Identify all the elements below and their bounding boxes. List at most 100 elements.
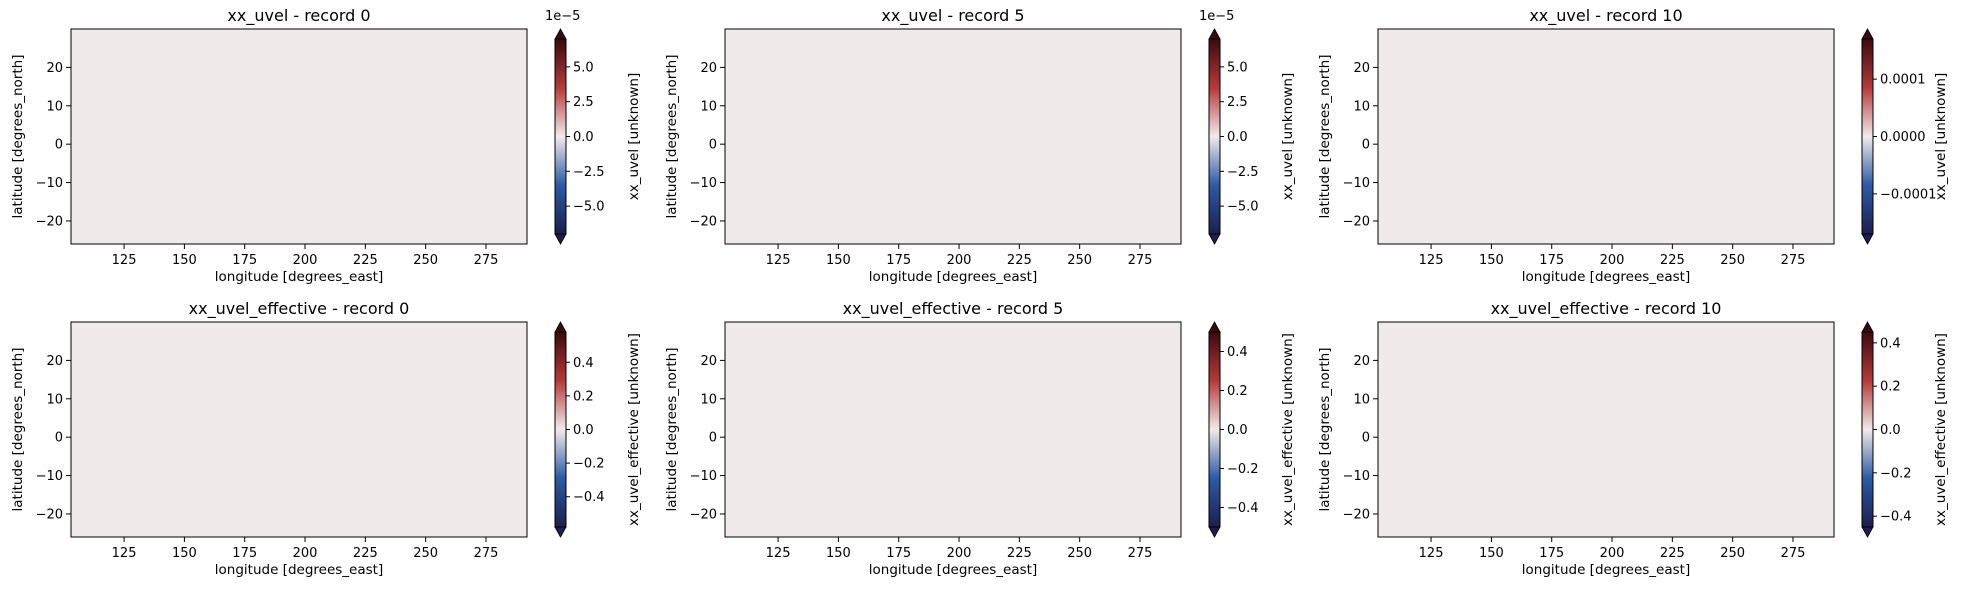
colorbar-tick-label: 0.0 — [573, 130, 594, 145]
colorbar-label: xx_uvel [unknown] — [1933, 73, 1949, 201]
heatmap-field — [71, 322, 527, 537]
x-axis-label: longitude [degrees_east] — [215, 269, 383, 285]
plot-frame — [70, 28, 528, 245]
y-tick-label: 10 — [46, 99, 63, 114]
colorbar-label: xx_uvel_effective [unknown] — [626, 333, 642, 526]
colorbar-label: xx_uvel_effective [unknown] — [1280, 333, 1296, 526]
x-tick-label: 200 — [293, 253, 318, 268]
plot-frame — [724, 321, 1182, 538]
y-tick-label: 20 — [1353, 61, 1370, 76]
x-tick-label: 275 — [1781, 253, 1806, 268]
y-tick-label: −20 — [1343, 507, 1370, 522]
colorbar-gradient — [1862, 39, 1873, 234]
x-tick-label: 200 — [1600, 546, 1625, 561]
y-tick-label: −10 — [1343, 176, 1370, 191]
x-tick-label: 150 — [826, 546, 851, 561]
y-tick-label: 0 — [709, 138, 717, 153]
y-tick-label: −20 — [36, 507, 63, 522]
x-tick-label: 275 — [1128, 253, 1153, 268]
colorbar-extend-max — [554, 28, 567, 40]
colorbar-tick-label: 2.5 — [573, 95, 594, 110]
colorbar-tick-label: 0.4 — [573, 356, 594, 371]
x-tick-label: 200 — [947, 253, 972, 268]
panel-3: 125 150 175 200 225 250 275 −20 −10 0 10 20 xx_uvel_… — [10, 299, 642, 578]
x-tick-label: 125 — [112, 253, 137, 268]
colorbar-extend-max — [1861, 28, 1874, 40]
y-tick-label: 20 — [700, 354, 717, 369]
x-tick-label: 250 — [1067, 546, 1092, 561]
colorbar-tick-label: 0.0 — [573, 423, 594, 438]
colorbar-tick-label: 0.4 — [1227, 345, 1248, 360]
y-tick-label: 0 — [709, 431, 717, 446]
chart-title: xx_uvel - record 0 — [227, 6, 370, 26]
x-tick-label: 125 — [766, 546, 791, 561]
panel-2: 125 150 175 200 225 250 275 −20 −10 0 10 20 xx_uvel … — [1317, 6, 1949, 285]
y-tick-label: 0 — [1362, 138, 1370, 153]
x-tick-label: 275 — [1781, 546, 1806, 561]
x-tick-label: 225 — [353, 253, 378, 268]
x-tick-label: 250 — [1067, 253, 1092, 268]
y-axis-label: latitude [degrees_north] — [10, 348, 26, 512]
x-axis-label: longitude [degrees_east] — [869, 269, 1037, 285]
x-tick-label: 225 — [1660, 546, 1685, 561]
colorbar-tick-label: 0.2 — [573, 389, 594, 404]
y-tick-label: −10 — [36, 176, 63, 191]
x-tick-label: 275 — [474, 253, 499, 268]
x-tick-label: 225 — [1660, 253, 1685, 268]
x-tick-label: 125 — [112, 546, 137, 561]
colorbar-tick-label: 5.0 — [1227, 60, 1248, 75]
y-tick-label: 0 — [55, 431, 63, 446]
x-tick-label: 200 — [947, 546, 972, 561]
x-tick-label: 225 — [353, 546, 378, 561]
x-tick-label: 175 — [1539, 253, 1564, 268]
x-tick-label: 275 — [1128, 546, 1153, 561]
y-tick-label: 10 — [1353, 392, 1370, 407]
colorbar-tick-label: −2.5 — [1227, 165, 1259, 180]
heatmap-field — [71, 29, 527, 244]
y-tick-label: 10 — [700, 392, 717, 407]
x-axis-label: longitude [degrees_east] — [215, 562, 383, 578]
y-axis-label: latitude [degrees_north] — [664, 348, 680, 512]
chart-title: xx_uvel - record 5 — [881, 6, 1024, 26]
x-tick-label: 175 — [232, 253, 257, 268]
y-axis-label: latitude [degrees_north] — [1317, 55, 1333, 219]
y-tick-label: −20 — [36, 214, 63, 229]
y-tick-label: 10 — [1353, 99, 1370, 114]
colorbar-offset-text: 1e−5 — [545, 9, 580, 24]
colorbar-gradient — [1209, 39, 1220, 234]
x-tick-label: 250 — [413, 253, 438, 268]
colorbar-tick-label: 0.0 — [1227, 423, 1248, 438]
x-tick-label: 125 — [766, 253, 791, 268]
colorbar-gradient — [555, 39, 566, 234]
x-tick-label: 250 — [1720, 253, 1745, 268]
colorbar-tick-label: −2.5 — [573, 165, 605, 180]
colorbar-tick-label: −0.2 — [573, 457, 605, 472]
y-axis-label: latitude [degrees_north] — [664, 55, 680, 219]
colorbar-extend-min — [1208, 526, 1221, 538]
panel-0: 125 150 175 200 225 250 275 −20 −10 0 10 20 xx_uvel … — [10, 6, 642, 285]
x-axis-label: longitude [degrees_east] — [1522, 562, 1690, 578]
y-tick-label: 20 — [700, 61, 717, 76]
colorbar-tick-label: −0.4 — [1227, 501, 1259, 516]
colorbar-tick-label: −0.2 — [1880, 466, 1912, 481]
colorbar-tick-label: 0.0 — [1227, 130, 1248, 145]
y-tick-label: −20 — [690, 507, 717, 522]
y-tick-label: 20 — [1353, 354, 1370, 369]
colorbar-extend-max — [554, 321, 567, 333]
x-tick-label: 200 — [293, 546, 318, 561]
panel-4: 125 150 175 200 225 250 275 −20 −10 0 10 20 xx_uvel_… — [664, 299, 1296, 578]
colorbar-extend-max — [1208, 321, 1221, 333]
colorbar-label: xx_uvel_effective [unknown] — [1933, 333, 1949, 526]
x-tick-label: 225 — [1007, 253, 1032, 268]
colorbar-tick-label: −5.0 — [573, 200, 605, 215]
x-tick-label: 150 — [172, 253, 197, 268]
plot-frame — [70, 321, 528, 538]
y-tick-label: 10 — [700, 99, 717, 114]
plot-frame — [724, 28, 1182, 245]
colorbar-tick-label: 0.0 — [1880, 423, 1901, 438]
y-tick-label: 20 — [46, 61, 63, 76]
x-tick-label: 225 — [1007, 546, 1032, 561]
chart-title: xx_uvel - record 10 — [1529, 6, 1682, 26]
colorbar-label: xx_uvel [unknown] — [626, 73, 642, 201]
colorbar-tick-label: 0.2 — [1880, 380, 1901, 395]
